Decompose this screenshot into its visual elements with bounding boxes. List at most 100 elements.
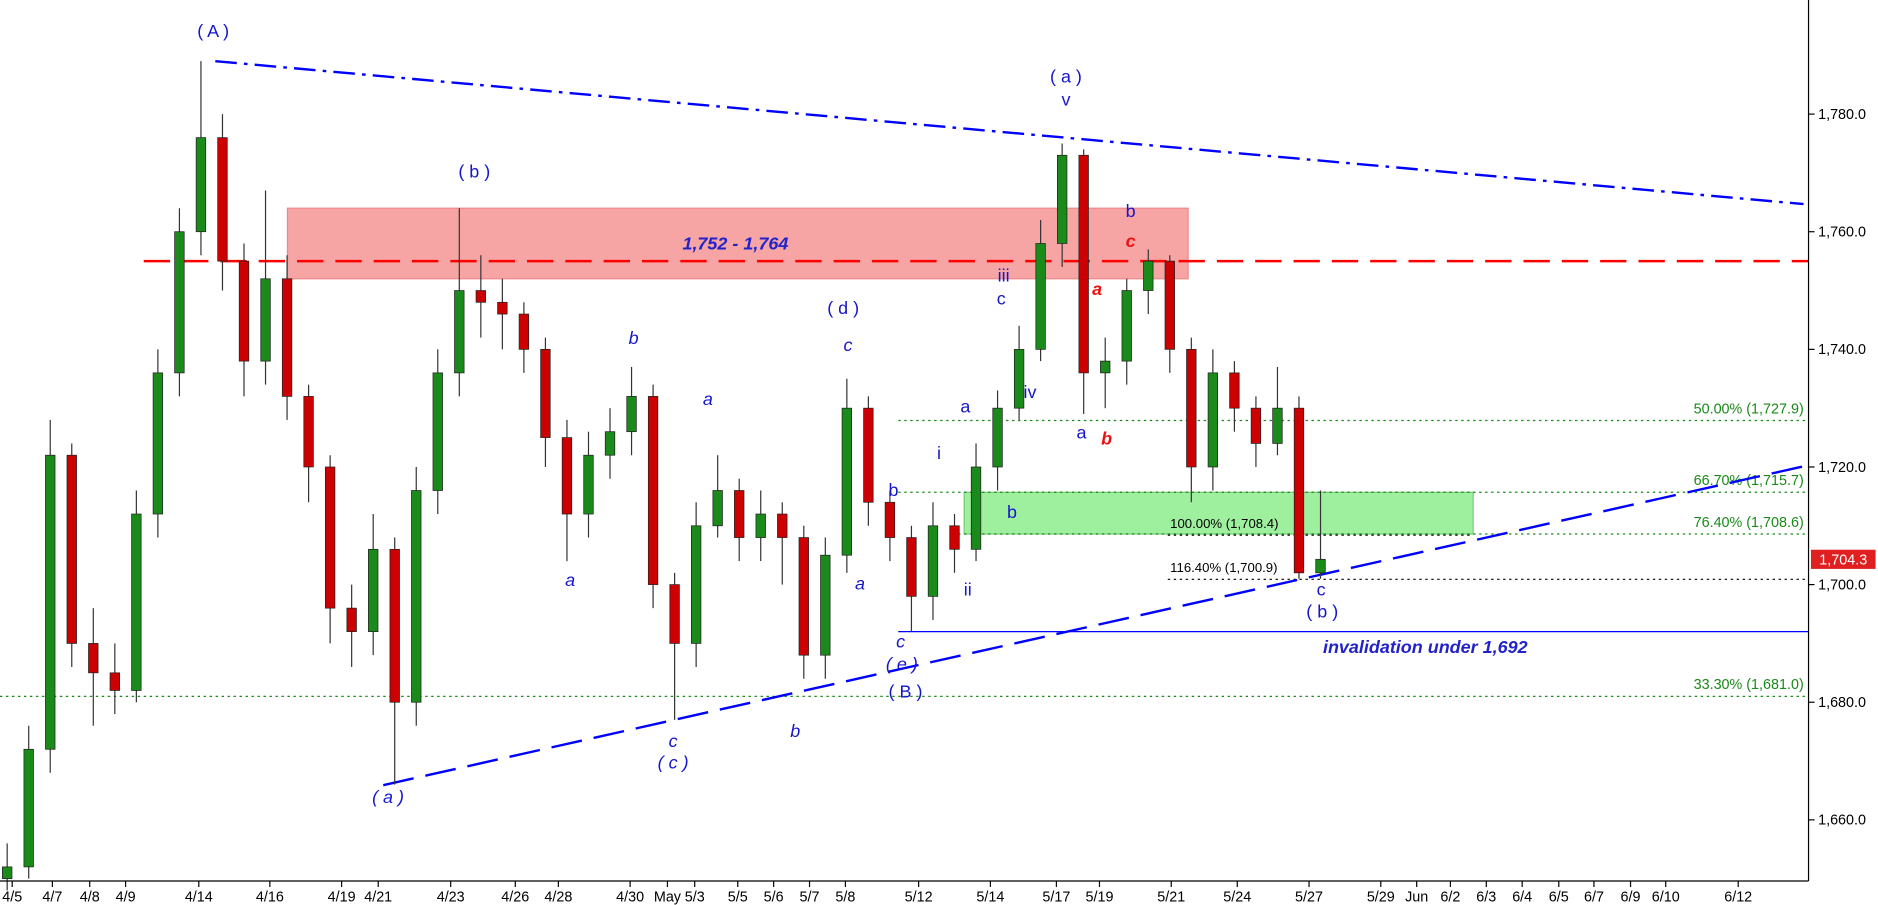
candle-body — [561, 437, 573, 515]
x-tick-label: 6/4 — [1512, 889, 1532, 905]
wave-label: ( b ) — [458, 161, 490, 181]
x-tick-label: 4/28 — [544, 889, 572, 905]
candle-body — [841, 407, 853, 556]
candle-body — [647, 396, 659, 585]
wave-label: a — [1092, 279, 1102, 299]
candle-body — [1143, 260, 1154, 291]
candle-body — [1013, 348, 1025, 409]
zone-label: 1,752 - 1,764 — [682, 233, 788, 253]
x-tick-label: 4/14 — [185, 889, 213, 905]
last-price-label: 1,704.3 — [1819, 553, 1867, 569]
candle-body — [1057, 154, 1068, 244]
last-price-box — [1810, 549, 1876, 569]
x-tick-label: 4/7 — [42, 889, 62, 905]
wave-label: b — [629, 328, 639, 348]
wave-label: c — [1317, 580, 1326, 600]
x-tick-label: 6/9 — [1621, 889, 1641, 905]
candle-body — [45, 454, 56, 750]
x-tick-label: 5/5 — [728, 889, 748, 905]
x-tick-label: 4/26 — [501, 889, 529, 905]
wave-label: c — [843, 335, 852, 355]
candle-body — [884, 501, 896, 538]
candle-body — [174, 231, 185, 374]
candle-body — [2, 866, 13, 880]
trendline — [215, 59, 1804, 206]
candle-body — [992, 407, 1003, 468]
level-label: 50.00% (1,727.9) — [1694, 401, 1804, 417]
wave-label: b — [888, 480, 898, 500]
candle-body — [475, 290, 486, 303]
x-tick-label: 6/2 — [1440, 889, 1460, 905]
candle-body — [690, 525, 702, 644]
wave-label: a — [855, 574, 865, 594]
x-tick-label: 4/30 — [616, 889, 644, 905]
wave-label: ( e ) — [886, 654, 918, 674]
wave-label: ( a ) — [372, 787, 404, 807]
x-tick-label: 5/7 — [800, 889, 820, 905]
candle-body — [1078, 154, 1089, 374]
candle-body — [1035, 243, 1046, 350]
candle-body — [389, 548, 400, 703]
x-tick-label: 4/16 — [256, 889, 284, 905]
y-tick-label: 1,720.0 — [1818, 460, 1866, 476]
level-label: 100.00% (1,708.4) — [1170, 516, 1278, 531]
candle-body — [820, 554, 831, 656]
candle-body — [1186, 348, 1197, 468]
zone — [963, 491, 1474, 535]
candle-body — [260, 278, 271, 362]
candle-body — [66, 454, 77, 644]
candle-body — [368, 548, 379, 633]
wave-label: a — [960, 396, 970, 416]
candle-body — [626, 396, 637, 433]
wave-label: ii — [964, 580, 972, 600]
candle-body — [970, 466, 982, 550]
x-tick-label: 5/14 — [976, 889, 1004, 905]
candle-body — [411, 490, 422, 703]
x-tick-label: May — [654, 889, 682, 905]
x-tick-label: 4/5 — [2, 889, 22, 905]
candle-body — [346, 607, 357, 633]
candle-body — [1100, 360, 1111, 374]
candle-body — [1293, 407, 1305, 574]
x-tick-label: 4/23 — [437, 889, 465, 905]
candle-body — [454, 290, 465, 374]
candle-body — [1250, 407, 1262, 444]
wave-label: a — [1077, 423, 1087, 443]
x-tick-label: 6/5 — [1549, 889, 1569, 905]
candle-body — [798, 537, 809, 656]
wave-label: v — [1061, 89, 1070, 109]
wave-label: ( c ) — [658, 752, 689, 772]
x-tick-label: 5/12 — [905, 889, 933, 905]
x-tick-label: Jun — [1405, 889, 1428, 905]
candle-body — [152, 372, 164, 515]
candle-body — [303, 396, 314, 468]
x-tick-label: 4/19 — [328, 889, 356, 905]
candle-body — [906, 537, 917, 597]
candle-body — [583, 454, 594, 515]
candle-body — [540, 348, 551, 438]
candle-body — [518, 313, 530, 350]
candle-body — [324, 466, 336, 609]
level-label: 33.30% (1,681.0) — [1694, 677, 1804, 693]
candle-body — [1164, 260, 1175, 350]
x-tick-label: 5/17 — [1042, 889, 1070, 905]
x-tick-label: 4/9 — [116, 889, 136, 905]
y-tick-label: 1,680.0 — [1818, 695, 1866, 711]
x-tick-label: 6/10 — [1652, 889, 1680, 905]
wave-label: ( B ) — [889, 682, 923, 702]
candle-body — [927, 525, 939, 597]
wave-label: iv — [1024, 382, 1037, 402]
x-tick-label: 5/3 — [685, 889, 705, 905]
wave-label: ( a ) — [1050, 67, 1082, 87]
wave-label: ( A ) — [197, 21, 229, 41]
candle-body — [1121, 290, 1132, 362]
x-tick-label: 6/12 — [1724, 889, 1752, 905]
level-label: 116.40% (1,700.9) — [1170, 560, 1277, 575]
candle-body — [88, 643, 99, 674]
y-tick-label: 1,780.0 — [1818, 107, 1866, 123]
x-tick-label: 5/24 — [1223, 889, 1251, 905]
candle-body — [109, 672, 120, 691]
x-tick-label: 5/6 — [764, 889, 784, 905]
